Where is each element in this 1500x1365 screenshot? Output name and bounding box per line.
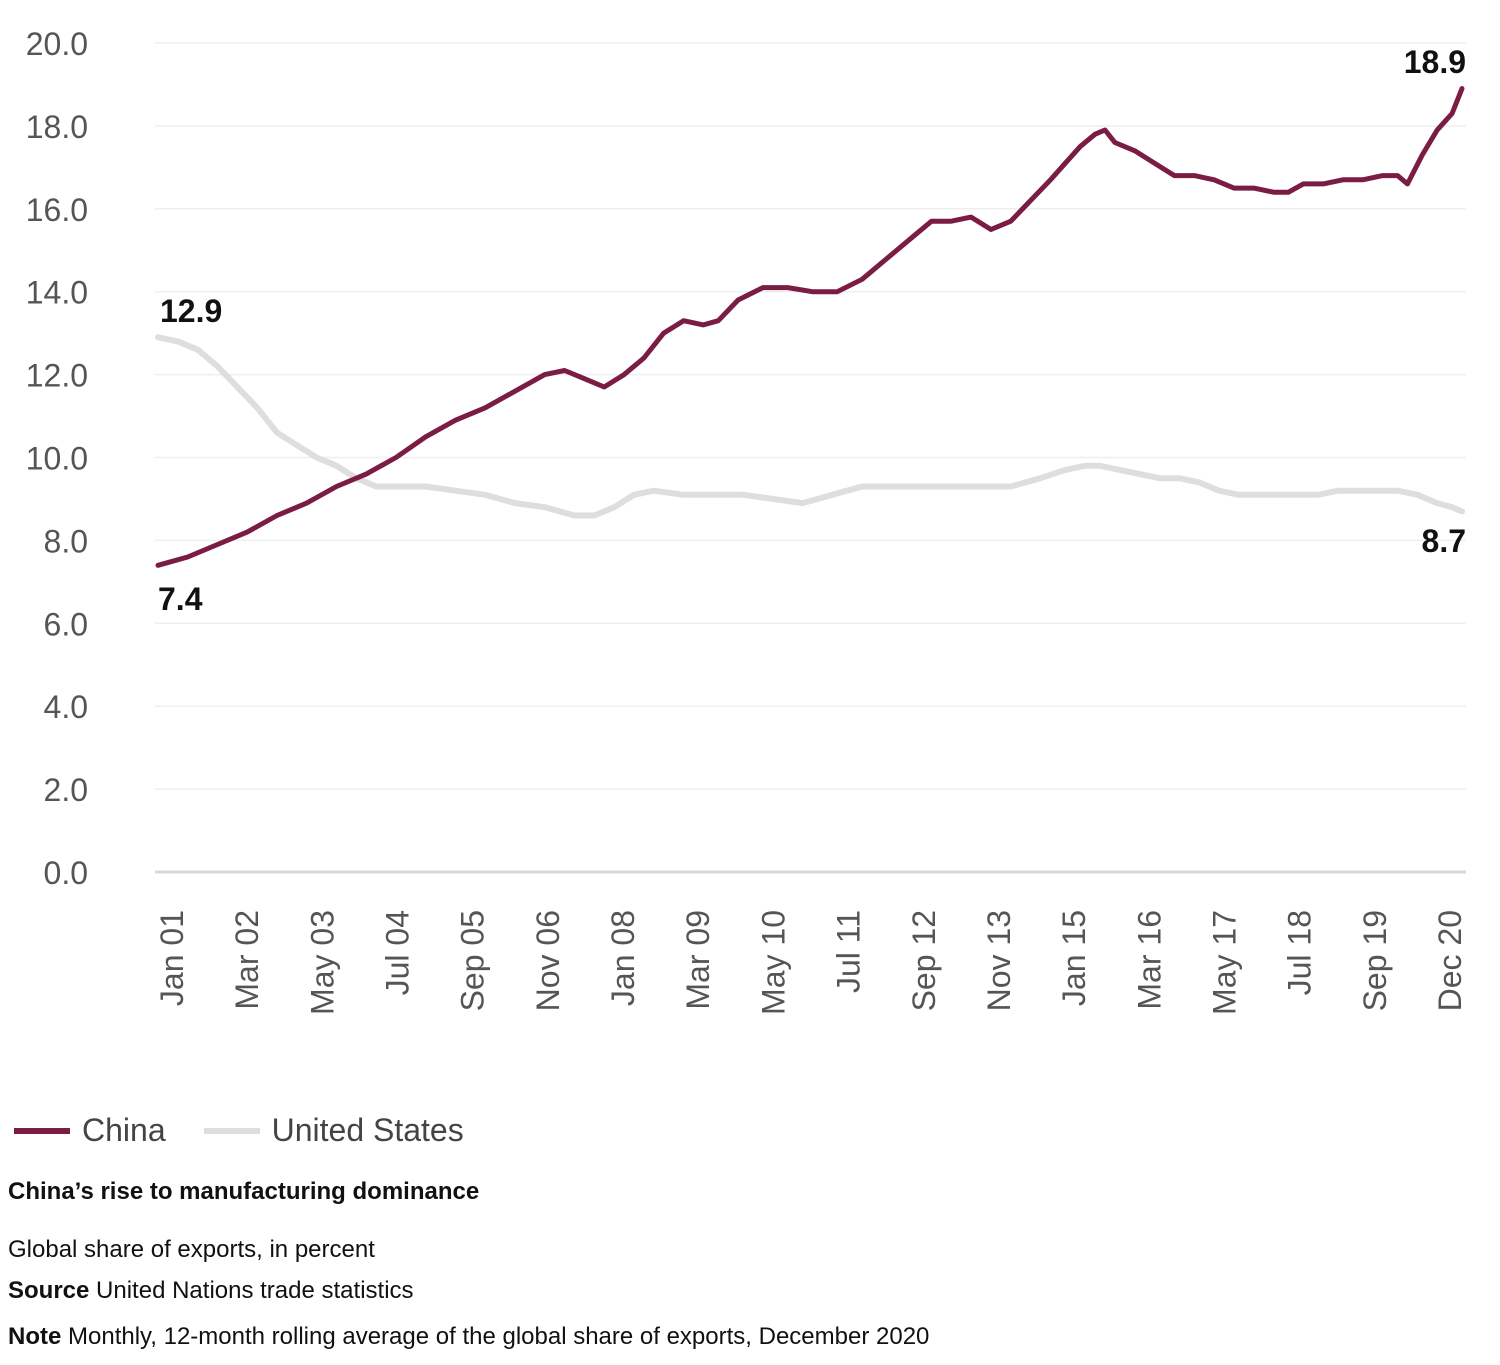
legend-item-united-states: United States bbox=[203, 1112, 464, 1149]
x-tick-label: Sep 05 bbox=[455, 910, 491, 1011]
x-tick-label: Sep 12 bbox=[906, 910, 942, 1011]
grid-lines bbox=[155, 42, 1466, 874]
x-tick-label: Dec 20 bbox=[1432, 910, 1468, 1011]
legend: China United States bbox=[14, 1112, 502, 1149]
data-label-united-states-start: 12.9 bbox=[160, 293, 222, 329]
x-tick-label: Mar 16 bbox=[1131, 910, 1167, 1010]
x-tick-label: Nov 06 bbox=[530, 910, 566, 1011]
chart-subtitle: Global share of exports, in percent bbox=[8, 1236, 375, 1263]
data-annotations: 12.9 7.4 18.9 8.7 bbox=[158, 44, 1466, 617]
y-tick-label: 2.0 bbox=[44, 772, 88, 808]
y-tick-label: 12.0 bbox=[26, 358, 88, 394]
y-tick-label: 6.0 bbox=[44, 606, 88, 642]
legend-item-china: China bbox=[14, 1112, 166, 1149]
x-tick-label: Jul 11 bbox=[831, 910, 867, 993]
line-chart: 0.02.04.06.08.010.012.014.016.018.020.0 … bbox=[26, 26, 1468, 1015]
series-line-china bbox=[155, 86, 1465, 568]
x-tick-label: Nov 13 bbox=[981, 910, 1017, 1011]
y-tick-label: 14.0 bbox=[26, 275, 88, 311]
legend-swatch-china bbox=[14, 1127, 70, 1134]
x-tick-label: May 17 bbox=[1206, 910, 1242, 1015]
data-label-china-end: 18.9 bbox=[1404, 44, 1466, 80]
y-tick-label: 4.0 bbox=[44, 689, 88, 725]
x-tick-label: Mar 02 bbox=[229, 910, 265, 1010]
note-text: Monthly, 12-month rolling average of the… bbox=[68, 1323, 930, 1350]
series-lines bbox=[155, 86, 1465, 568]
legend-label-china: China bbox=[82, 1112, 166, 1148]
y-tick-label: 10.0 bbox=[26, 441, 88, 477]
y-tick-label: 0.0 bbox=[44, 855, 88, 891]
x-tick-label: Sep 19 bbox=[1357, 910, 1393, 1011]
x-tick-label: Jan 15 bbox=[1056, 910, 1092, 1006]
series-line-united-states bbox=[155, 334, 1465, 519]
note-line: Note Monthly, 12-month rolling average o… bbox=[8, 1323, 929, 1351]
y-tick-label: 20.0 bbox=[26, 26, 88, 62]
x-tick-label: Jan 08 bbox=[605, 910, 641, 1006]
y-axis-tick-labels: 0.0 2.0 4.0 6.0 8.0 10.0 12.0 14.0 16.0 18.0 20.0 bbox=[26, 26, 88, 891]
legend-swatch-united-states bbox=[203, 1127, 260, 1134]
x-tick-label: Jan 01 bbox=[154, 910, 190, 1006]
x-tick-label: Jul 18 bbox=[1282, 910, 1318, 995]
source-label: Source bbox=[8, 1277, 90, 1304]
x-tick-label: May 03 bbox=[304, 910, 340, 1015]
note-label: Note bbox=[8, 1323, 62, 1350]
y-tick-label: 18.0 bbox=[26, 109, 88, 145]
x-axis-tick-labels: Jan 01 Mar 02 May 03 Jul 04 Sep 05 Nov 06 Jan … bbox=[154, 910, 1468, 1015]
data-label-united-states-end: 8.7 bbox=[1422, 523, 1466, 559]
x-tick-label: Mar 09 bbox=[680, 910, 716, 1010]
source-line: Source United Nations trade statistics bbox=[8, 1277, 414, 1305]
x-tick-label: Jul 04 bbox=[380, 910, 416, 995]
y-tick-label: 16.0 bbox=[26, 192, 88, 228]
y-tick-label: 8.0 bbox=[44, 523, 88, 559]
x-tick-label: May 10 bbox=[755, 910, 791, 1015]
data-label-china-start: 7.4 bbox=[158, 581, 203, 617]
source-text: United Nations trade statistics bbox=[96, 1277, 414, 1304]
legend-label-united-states: United States bbox=[271, 1112, 464, 1148]
chart-title: China’s rise to manufacturing dominance bbox=[8, 1178, 480, 1205]
